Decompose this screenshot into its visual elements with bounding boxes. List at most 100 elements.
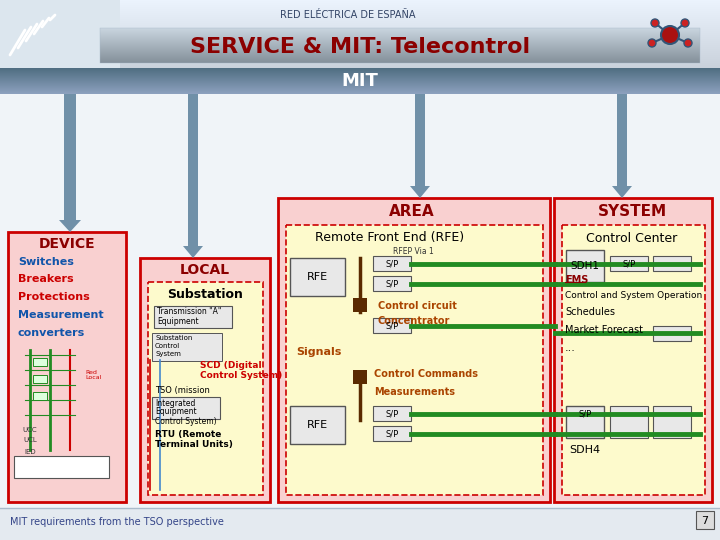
Bar: [0, 1, 720, 2]
Bar: [0, 35, 720, 36]
Text: Measurement: Measurement: [18, 310, 104, 320]
Bar: [0, 9, 720, 10]
Bar: [0, 12, 720, 13]
Bar: [617, 94, 627, 186]
Text: RTU (Remote: RTU (Remote: [155, 430, 221, 440]
Bar: [0, 39, 720, 40]
Text: AREA: AREA: [390, 205, 435, 219]
Text: S/P: S/P: [385, 260, 399, 268]
Bar: [286, 225, 543, 495]
Bar: [0, 27, 720, 28]
Bar: [373, 426, 411, 441]
Bar: [148, 282, 263, 495]
Bar: [0, 69, 720, 70]
Bar: [0, 44, 720, 45]
Bar: [278, 198, 550, 502]
Text: MIT: MIT: [341, 72, 379, 90]
Bar: [0, 68, 720, 69]
Bar: [0, 3, 720, 4]
Bar: [100, 59, 700, 60]
Bar: [0, 53, 720, 54]
Text: Schedules: Schedules: [565, 307, 615, 317]
Bar: [0, 86, 720, 87]
Bar: [0, 81, 720, 82]
Bar: [0, 19, 720, 20]
Bar: [566, 250, 604, 282]
Bar: [100, 34, 700, 35]
Bar: [0, 49, 720, 50]
Bar: [0, 63, 720, 64]
Bar: [562, 225, 705, 495]
Bar: [100, 30, 700, 31]
Bar: [0, 87, 720, 88]
Bar: [0, 17, 720, 18]
Polygon shape: [612, 186, 632, 198]
Bar: [0, 82, 720, 83]
Bar: [0, 26, 720, 27]
Bar: [0, 31, 720, 32]
Bar: [100, 29, 700, 30]
Text: RFE: RFE: [307, 420, 328, 430]
Bar: [0, 7, 720, 8]
Bar: [0, 10, 720, 11]
Bar: [353, 370, 367, 384]
Bar: [0, 32, 720, 33]
Bar: [100, 54, 700, 55]
Text: DEVICE: DEVICE: [39, 237, 95, 251]
Text: Control System): Control System): [155, 417, 217, 427]
Text: RED ELÉCTRICA DE ESPAÑA: RED ELÉCTRICA DE ESPAÑA: [280, 10, 415, 20]
Bar: [100, 43, 700, 44]
Bar: [0, 22, 720, 23]
Bar: [100, 58, 700, 59]
Text: S/P: S/P: [385, 409, 399, 418]
Bar: [100, 60, 700, 61]
Bar: [0, 68, 720, 69]
Bar: [0, 80, 720, 81]
Text: Control Commands: Control Commands: [374, 369, 478, 379]
Bar: [152, 333, 222, 361]
Bar: [0, 20, 720, 21]
Bar: [554, 198, 712, 502]
Bar: [0, 13, 720, 14]
Text: S/P: S/P: [385, 429, 399, 438]
Text: ...: ...: [565, 343, 576, 353]
Bar: [100, 49, 700, 50]
Bar: [100, 62, 700, 63]
Text: SERVICE & MIT: Telecontrol: SERVICE & MIT: Telecontrol: [190, 37, 530, 57]
Bar: [373, 318, 411, 333]
Bar: [0, 79, 720, 80]
Text: Protections: Protections: [18, 292, 90, 302]
Text: Substation: Substation: [167, 287, 243, 300]
Text: RFE: RFE: [307, 272, 328, 282]
Bar: [0, 61, 720, 62]
Bar: [0, 2, 720, 3]
Polygon shape: [183, 246, 203, 258]
Bar: [0, 46, 720, 47]
Text: Switches: Switches: [18, 257, 74, 267]
Bar: [100, 50, 700, 51]
Text: Control and System Operation: Control and System Operation: [565, 291, 702, 300]
Polygon shape: [410, 186, 430, 198]
Bar: [0, 70, 720, 71]
Bar: [0, 18, 720, 19]
Text: SDH1: SDH1: [570, 261, 600, 271]
Text: UCL: UCL: [23, 437, 37, 443]
Text: EMS: EMS: [565, 275, 588, 285]
Bar: [8, 232, 126, 502]
Text: System: System: [155, 351, 181, 357]
Bar: [0, 8, 720, 9]
Bar: [100, 36, 700, 37]
Text: Terminal Units): Terminal Units): [155, 441, 233, 449]
Bar: [0, 72, 720, 73]
Bar: [0, 6, 720, 7]
Bar: [0, 62, 720, 63]
Bar: [0, 92, 720, 93]
Text: Transmission "A": Transmission "A": [157, 307, 221, 316]
Bar: [0, 71, 720, 72]
Bar: [100, 42, 700, 43]
Bar: [0, 66, 720, 67]
Bar: [0, 36, 720, 37]
Bar: [100, 33, 700, 34]
Text: Concentrator: Concentrator: [378, 316, 451, 326]
Bar: [0, 38, 720, 39]
